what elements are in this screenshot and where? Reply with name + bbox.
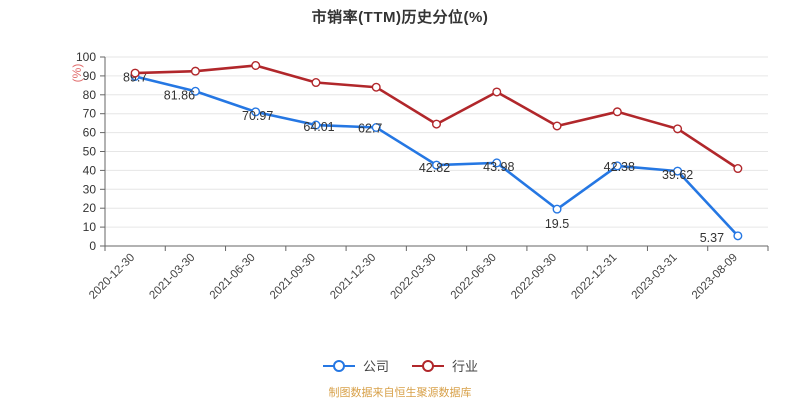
svg-text:2021-03-30: 2021-03-30	[147, 252, 197, 302]
svg-text:40: 40	[83, 163, 97, 177]
svg-text:2021-12-30: 2021-12-30	[328, 252, 378, 302]
svg-text:2020-12-30: 2020-12-30	[87, 252, 137, 302]
svg-text:2022-09-30: 2022-09-30	[509, 252, 559, 302]
svg-text:(%): (%)	[70, 64, 84, 83]
svg-text:30: 30	[83, 182, 97, 196]
svg-text:2022-03-30: 2022-03-30	[389, 252, 439, 302]
svg-text:70.97: 70.97	[242, 109, 273, 123]
svg-text:19.5: 19.5	[545, 217, 569, 231]
svg-text:2022-12-31: 2022-12-31	[569, 252, 619, 302]
svg-text:62.7: 62.7	[358, 121, 382, 135]
svg-text:2023-03-31: 2023-03-31	[630, 252, 680, 302]
svg-text:70: 70	[83, 107, 97, 121]
industry-line-marker-icon	[412, 359, 444, 372]
legend-item-company[interactable]: 公司	[322, 356, 389, 375]
legend-label-industry: 行业	[452, 359, 479, 374]
legend-label-company: 公司	[362, 359, 389, 374]
svg-text:2021-09-30: 2021-09-30	[268, 252, 318, 302]
svg-text:42.38: 42.38	[604, 160, 635, 174]
svg-text:39.62: 39.62	[662, 168, 693, 182]
data-source-note: 制图数据来自恒生聚源数据库	[328, 387, 472, 399]
svg-text:60: 60	[83, 126, 97, 140]
chart-title: 市销率(TTM)历史分位(%)	[311, 9, 489, 26]
legend-item-industry[interactable]: 行业	[411, 356, 478, 375]
svg-text:0: 0	[89, 239, 96, 253]
svg-text:2023-08-09: 2023-08-09	[690, 252, 740, 302]
svg-text:2022-06-30: 2022-06-30	[449, 252, 499, 302]
svg-text:20: 20	[83, 201, 97, 215]
svg-text:80: 80	[83, 88, 97, 102]
svg-text:42.82: 42.82	[419, 161, 450, 175]
svg-text:100: 100	[76, 50, 96, 64]
company-line-marker-icon	[322, 359, 355, 372]
svg-text:90: 90	[83, 69, 97, 83]
svg-text:64.01: 64.01	[303, 120, 334, 134]
svg-text:50: 50	[83, 145, 97, 159]
svg-text:5.37: 5.37	[700, 231, 724, 245]
svg-text:2021-06-30: 2021-06-30	[208, 252, 258, 302]
svg-text:81.86: 81.86	[164, 88, 195, 102]
svg-text:43.98: 43.98	[483, 160, 514, 174]
svg-text:10: 10	[83, 220, 97, 234]
legend: 公司 行业	[0, 356, 800, 375]
